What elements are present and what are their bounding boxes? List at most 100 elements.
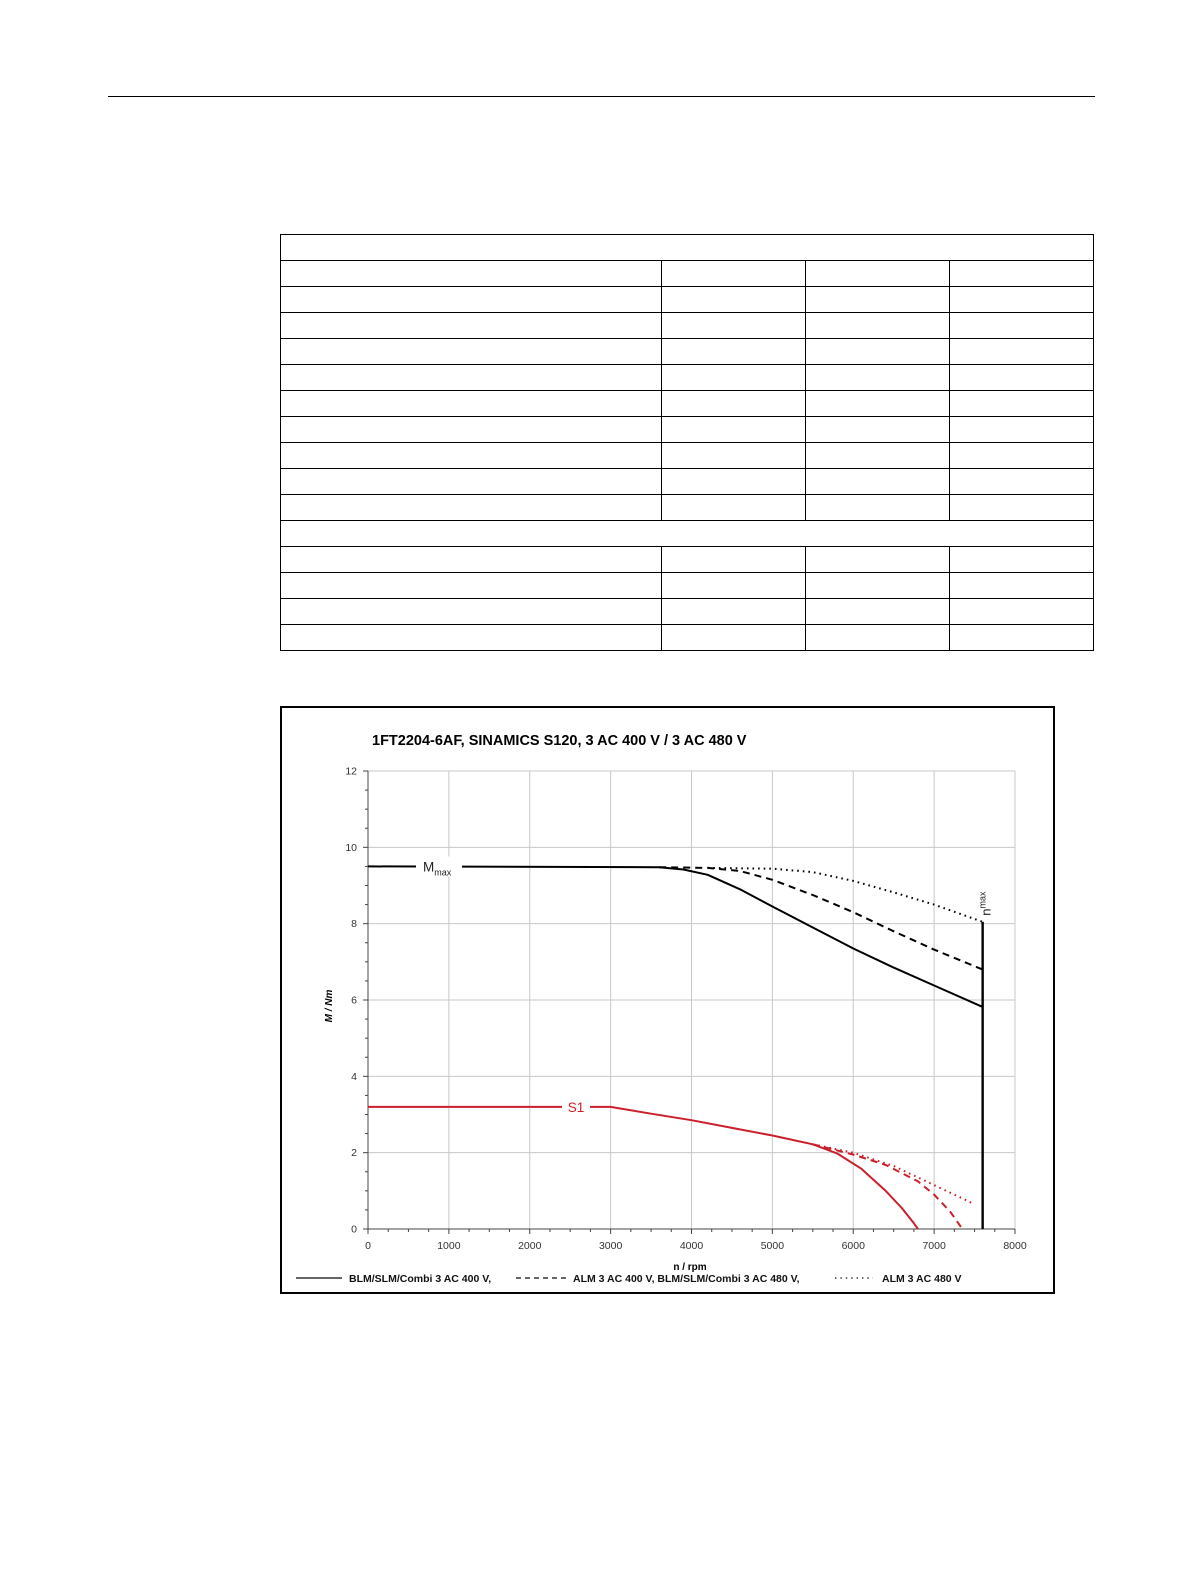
table-cell <box>661 286 806 313</box>
nmax-annotation: nmax <box>978 891 994 916</box>
grid-layer <box>368 770 1016 1229</box>
table-cell <box>805 364 950 391</box>
table-cell <box>949 572 1094 599</box>
spec-table <box>280 234 1094 651</box>
table-row <box>280 364 1094 391</box>
x-tick-label: 2000 <box>518 1240 542 1252</box>
table-cell <box>280 624 662 651</box>
table-cell <box>949 338 1094 365</box>
table-cell <box>661 442 806 469</box>
s1-label-background <box>562 1097 590 1116</box>
table-cell <box>280 546 662 573</box>
table-cell <box>661 468 806 495</box>
table-cell <box>661 312 806 339</box>
table-cell <box>805 468 950 495</box>
x-tick-label: 5000 <box>761 1240 785 1252</box>
torque-speed-chart: 1FT2204-6AF, SINAMICS S120, 3 AC 400 V /… <box>296 733 1027 1285</box>
table-cell <box>949 442 1094 469</box>
x-tick-label: 4000 <box>680 1240 704 1252</box>
table-row <box>280 572 1094 599</box>
y-tick-label: 8 <box>351 918 357 930</box>
series-layer <box>367 865 984 1230</box>
table-cell <box>661 338 806 365</box>
table-cell <box>949 468 1094 495</box>
series-line-mmax-solid <box>367 865 984 1008</box>
legend-label: ALM 3 AC 400 V, BLM/SLM/Combi 3 AC 480 V… <box>573 1273 800 1285</box>
table-row <box>280 442 1094 469</box>
mmax-annotation: Mmax <box>423 859 452 877</box>
series-line-mmax-dashed <box>659 866 983 971</box>
table-cell <box>280 364 662 391</box>
table-cell <box>280 390 662 417</box>
table-cell <box>949 598 1094 625</box>
x-tick-label: 0 <box>365 1240 371 1252</box>
table-cell <box>280 416 662 443</box>
header-rule <box>108 96 1095 97</box>
table-cell <box>280 442 662 469</box>
x-tick-label: 1000 <box>437 1240 461 1252</box>
x-axis-label: n / rpm <box>673 1262 706 1273</box>
chart-title: 1FT2204-6AF, SINAMICS S120, 3 AC 400 V /… <box>372 733 747 749</box>
x-tick-label: 6000 <box>842 1240 866 1252</box>
table-cell <box>949 286 1094 313</box>
table-cell <box>280 468 662 495</box>
table-row <box>280 624 1094 651</box>
table-row <box>280 494 1094 521</box>
series-line-mmax-dotted <box>707 866 983 923</box>
table-cell <box>661 364 806 391</box>
table-cell <box>805 598 950 625</box>
table-cell <box>805 572 950 599</box>
s1-annotation: S1 <box>568 1100 585 1115</box>
table-row <box>280 286 1094 313</box>
y-tick-label: 12 <box>345 766 357 778</box>
table-cell <box>805 312 950 339</box>
table-row <box>280 312 1094 339</box>
x-tick-label: 8000 <box>1003 1240 1027 1252</box>
table-cell <box>280 312 662 339</box>
table-cell <box>661 624 806 651</box>
y-tick-label: 4 <box>351 1071 357 1083</box>
table-cell <box>949 390 1094 417</box>
y-tick-label: 10 <box>345 842 357 854</box>
legend-label: BLM/SLM/Combi 3 AC 400 V, <box>349 1273 491 1285</box>
table-cell <box>949 260 1094 287</box>
table-cell <box>805 442 950 469</box>
table-cell <box>661 546 806 573</box>
table-cell <box>280 260 662 287</box>
table-cell <box>949 312 1094 339</box>
legend-label: ALM 3 AC 480 V <box>882 1273 962 1285</box>
table-cell <box>805 624 950 651</box>
table-cell <box>805 416 950 443</box>
table-cell <box>805 546 950 573</box>
y-tick-label: 6 <box>351 995 357 1007</box>
series-line-s1-dashed <box>812 1143 964 1230</box>
y-axis-label: M / Nm <box>324 990 335 1023</box>
series-line-s1-solid <box>368 1105 919 1230</box>
x-tick-label: 7000 <box>922 1240 946 1252</box>
table-cell <box>805 286 950 313</box>
x-tick-label: 3000 <box>599 1240 623 1252</box>
legend: BLM/SLM/Combi 3 AC 400 V, ALM 3 AC 400 V,… <box>296 1273 962 1285</box>
table-row <box>280 468 1094 495</box>
table-cell <box>661 416 806 443</box>
table-row <box>280 338 1094 365</box>
table-cell <box>805 494 950 521</box>
table-cell <box>280 494 662 521</box>
table-cell <box>280 598 662 625</box>
table-cell <box>949 546 1094 573</box>
table-row <box>280 390 1094 417</box>
table-row <box>280 260 1094 287</box>
table-cell <box>949 624 1094 651</box>
mmax-label-background <box>416 856 462 877</box>
chart-frame: 1FT2204-6AF, SINAMICS S120, 3 AC 400 V /… <box>280 706 1055 1294</box>
table-cell <box>661 494 806 521</box>
table-row <box>280 416 1094 443</box>
table-cell <box>805 260 950 287</box>
table-cell <box>661 598 806 625</box>
table-cell <box>805 390 950 417</box>
axis-layer: 0 2 4 6 8 10 12 0 1000 2000 3000 4000 5000 6000 7000 80… <box>345 766 1027 1253</box>
y-tick-label: 0 <box>351 1224 357 1236</box>
table-cell <box>949 416 1094 443</box>
table-cell <box>949 364 1094 391</box>
table-cell <box>661 572 806 599</box>
